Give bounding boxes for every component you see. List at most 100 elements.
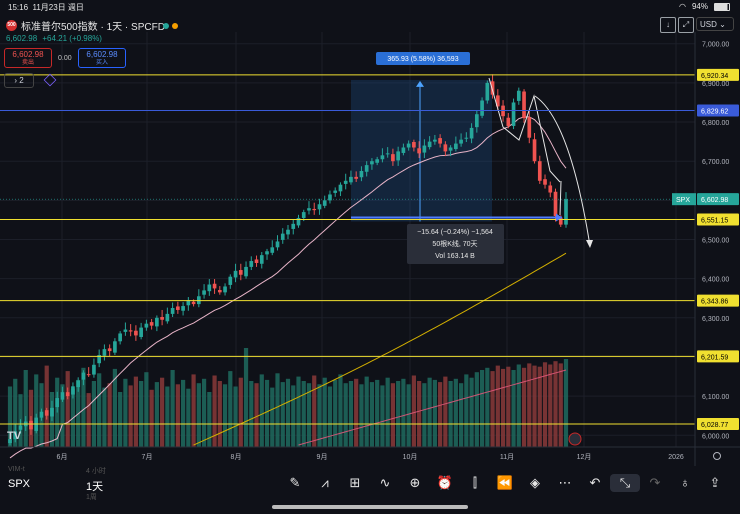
volume-bar bbox=[443, 376, 448, 447]
home-indicator bbox=[272, 505, 468, 509]
volume-bar bbox=[322, 377, 327, 447]
price-axis-label: 6,800.00 bbox=[702, 120, 729, 127]
buy-button[interactable]: 6,602.98 买入 bbox=[78, 48, 126, 68]
candle-body bbox=[29, 420, 33, 430]
indicators-icon[interactable]: ∿ bbox=[379, 475, 391, 490]
layers-icon[interactable] bbox=[43, 73, 57, 87]
candle-body bbox=[474, 114, 479, 128]
candle-body bbox=[322, 200, 327, 206]
undo-icon[interactable]: ↶ bbox=[589, 475, 601, 490]
share-icon[interactable]: ⇪ bbox=[709, 475, 721, 490]
volume-bar bbox=[469, 377, 474, 447]
candle-body bbox=[317, 204, 322, 210]
volume-bar bbox=[485, 367, 490, 447]
volume-bar bbox=[91, 381, 97, 447]
measure-bottom-line1: −15.64 (−0.24%) −1,564 bbox=[417, 229, 493, 236]
volume-bar bbox=[364, 376, 369, 447]
volume-bar bbox=[165, 386, 170, 447]
sell-button[interactable]: 6,602.98 卖出 bbox=[4, 48, 52, 68]
candle-body bbox=[238, 270, 243, 275]
candle-body bbox=[443, 144, 448, 152]
candle-body bbox=[207, 284, 212, 292]
spx-tag-value: 6,602.98 bbox=[701, 197, 728, 204]
volume-bar bbox=[23, 370, 28, 447]
volume-bar bbox=[217, 381, 222, 447]
volume-bar bbox=[427, 377, 432, 447]
candle-body bbox=[8, 439, 12, 444]
redo-icon[interactable]: ↷ bbox=[649, 475, 661, 490]
candle-body bbox=[396, 151, 400, 161]
object-tree-icon[interactable]: ◈ bbox=[530, 475, 540, 490]
candle-body bbox=[485, 82, 490, 101]
candle-body bbox=[333, 190, 338, 193]
volume-bar bbox=[343, 383, 348, 447]
price-axis-label: 6,700.00 bbox=[702, 159, 729, 166]
measure-bottom-line2: 50根K线, 70天 bbox=[432, 239, 477, 248]
volume-bar bbox=[175, 384, 180, 447]
volume-bar bbox=[123, 378, 128, 447]
fullscreen-icon[interactable]: ⤢ bbox=[678, 17, 694, 33]
price-axis-label: 6,300.00 bbox=[702, 316, 729, 323]
spread-value: 0.00 bbox=[58, 55, 72, 62]
candle-body bbox=[149, 322, 154, 326]
volume-bar bbox=[548, 364, 553, 447]
chevron-down-icon: ⌄ bbox=[719, 20, 726, 29]
symbol-search-button[interactable]: SPX bbox=[8, 478, 31, 490]
draw-pen-icon[interactable]: ✎ bbox=[289, 475, 301, 490]
candle-body bbox=[275, 241, 280, 248]
candle-body bbox=[522, 91, 526, 119]
currency-select[interactable]: USD ⌄ bbox=[696, 17, 734, 31]
measure-top-label-bg bbox=[376, 52, 470, 65]
volume-bar bbox=[380, 385, 385, 447]
indicators-toggle[interactable]: › 2 bbox=[4, 73, 34, 88]
chevron-right-icon: › bbox=[14, 76, 17, 85]
alert-clock-icon[interactable]: ⏰ bbox=[436, 475, 454, 490]
replay-icon[interactable]: ⏪ bbox=[496, 475, 514, 490]
time-axis-label: 2026 bbox=[668, 454, 684, 461]
candle-body bbox=[176, 306, 180, 310]
candle-body bbox=[454, 143, 458, 150]
bottom-toolbar: VIM-t 4 小时 SPX 1天 1周 ✎ ⩘ ⊞ ∿ ⊕ ⏰ ⫿ ⏪ ◈ ⋯… bbox=[0, 466, 740, 514]
more-icon[interactable]: ⋯ bbox=[558, 475, 572, 490]
candle-body bbox=[401, 147, 406, 153]
candle-body bbox=[359, 170, 364, 178]
collapse-icon[interactable]: ⤡ bbox=[610, 474, 640, 492]
volume-bar bbox=[207, 392, 212, 447]
volume-bar bbox=[81, 367, 86, 447]
candle-body bbox=[249, 261, 254, 267]
candle-body bbox=[81, 372, 86, 380]
add-icon[interactable]: ⊕ bbox=[409, 475, 421, 490]
trendline-arrowhead bbox=[586, 240, 593, 248]
candle-body bbox=[312, 208, 317, 211]
symbol-title[interactable]: 标准普尔500指数 · 1天 · SPCFD bbox=[21, 22, 165, 33]
layouts-grid-icon[interactable]: ⊞ bbox=[349, 475, 361, 490]
lightbulb-icon[interactable]: ♁ bbox=[680, 475, 690, 490]
volume-bar bbox=[34, 374, 39, 447]
download-icon[interactable]: ↓ bbox=[660, 17, 676, 33]
volume-bar bbox=[401, 378, 406, 447]
candle-body bbox=[433, 139, 437, 142]
volume-bar bbox=[369, 382, 375, 447]
time-axis-label: 10月 bbox=[403, 453, 418, 461]
candle-body bbox=[307, 208, 311, 211]
volume-bar bbox=[438, 382, 443, 447]
measure-bottom-line3: Vol 163.14 B bbox=[435, 253, 475, 260]
candle-body bbox=[134, 330, 138, 336]
candle-body bbox=[186, 300, 191, 306]
volume-bar bbox=[212, 375, 217, 447]
chart-type-icon[interactable]: ⩘ bbox=[321, 475, 329, 490]
measure-arrow-up-head bbox=[416, 80, 424, 87]
symbol-logo: 500 bbox=[6, 20, 17, 31]
volume-bar bbox=[506, 366, 511, 447]
volume-bar bbox=[396, 381, 401, 447]
candle-body bbox=[464, 137, 469, 139]
ghost-label-1: VIM-t bbox=[8, 466, 25, 473]
volume-bar bbox=[160, 377, 165, 447]
candle-body bbox=[527, 117, 532, 138]
trade-candles-icon[interactable]: ⫿ bbox=[472, 475, 478, 490]
volume-bar bbox=[558, 363, 563, 447]
candle-body bbox=[265, 251, 269, 255]
interval-button[interactable]: 1天 bbox=[86, 481, 104, 493]
candle-body bbox=[44, 410, 49, 416]
